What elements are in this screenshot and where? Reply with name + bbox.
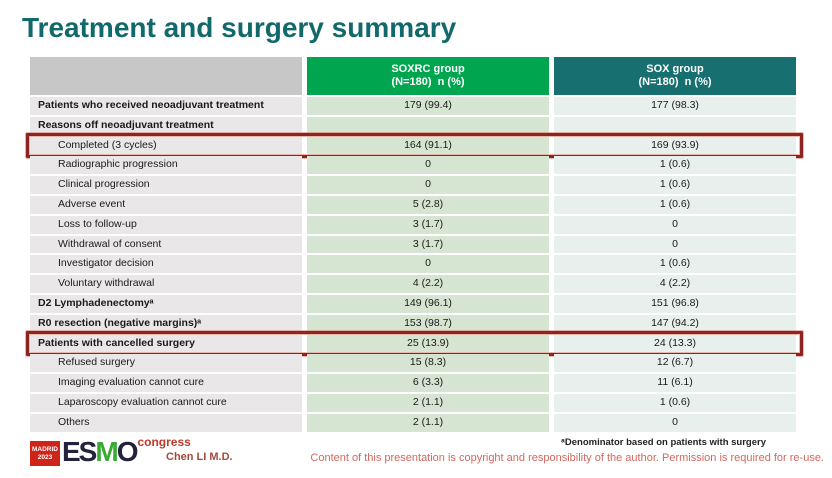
table-footnote: ᵃDenominator based on patients with surg…: [561, 437, 766, 448]
table-row: Adverse event 5 (2.8) 1 (0.6): [30, 195, 796, 214]
cell-soxrc: 153 (98.7): [307, 314, 549, 333]
table-row: Loss to follow-up 3 (1.7) 0: [30, 215, 796, 234]
row-label: Completed (3 cycles): [30, 136, 302, 155]
cell-sox: 151 (96.8): [554, 294, 796, 313]
cell-sox: 1 (0.6): [554, 255, 796, 274]
table-row: Completed (3 cycles) 164 (91.1) 169 (93.…: [26, 132, 803, 159]
sox-group-sublabel: (N=180) n (%): [638, 76, 712, 88]
sox-group-label: SOX group: [646, 63, 704, 75]
table-row: Voluntary withdrawal 4 (2.2) 4 (2.2): [30, 275, 796, 293]
page-title: Treatment and surgery summary: [22, 12, 457, 43]
esmo-letters-es: ES: [62, 436, 97, 467]
author-name: Chen LI M.D.: [166, 451, 233, 463]
row-label: Loss to follow-up: [30, 215, 302, 234]
congress-label: congress: [137, 435, 191, 449]
row-label: Others: [30, 413, 302, 432]
row-label: Patients who received neoadjuvant treatm…: [30, 97, 302, 115]
logo-city: MADRID: [32, 445, 58, 453]
row-label: Imaging evaluation cannot cure: [30, 374, 302, 392]
cell-sox: 0: [554, 215, 796, 234]
cell-soxrc: 4 (2.2): [307, 275, 549, 293]
table-header-row: SOXRC group (N=180) n (%) SOX group (N=1…: [30, 57, 796, 95]
esmo-letter-o: O: [116, 436, 139, 467]
cell-soxrc: 25 (13.9): [307, 334, 549, 353]
cell-sox: 1 (0.6): [554, 195, 796, 214]
table-row: Patients with cancelled surgery 25 (13.9…: [26, 330, 803, 357]
cell-sox: 147 (94.2): [554, 314, 796, 333]
esmo-letter-m: M: [95, 436, 118, 467]
cell-soxrc: 6 (3.3): [307, 374, 549, 392]
cell-sox: [554, 116, 796, 135]
cell-soxrc: 15 (8.3): [307, 354, 549, 373]
cell-soxrc: [307, 116, 549, 135]
copyright-notice: Content of this presentation is copyrigh…: [310, 452, 824, 464]
table-row: Imaging evaluation cannot cure 6 (3.3) 1…: [30, 374, 796, 392]
row-label: Patients with cancelled surgery: [30, 334, 302, 353]
cell-soxrc: 164 (91.1): [307, 136, 549, 155]
table-row: R0 resection (negative margins)ᵃ 153 (98…: [30, 314, 796, 333]
cell-sox: 11 (6.1): [554, 374, 796, 392]
cell-sox: 4 (2.2): [554, 275, 796, 293]
table-body: Patients who received neoadjuvant treatm…: [26, 97, 803, 432]
cell-soxrc: 5 (2.8): [307, 195, 549, 214]
row-label: Clinical progression: [30, 176, 302, 194]
table-row: Others 2 (1.1) 0: [30, 413, 796, 432]
cell-soxrc: 0: [307, 156, 549, 175]
row-label: Voluntary withdrawal: [30, 275, 302, 293]
row-label: Radiographic progression: [30, 156, 302, 175]
cell-soxrc: 149 (96.1): [307, 294, 549, 313]
table-row: Withdrawal of consent 3 (1.7) 0: [30, 235, 796, 254]
cell-sox: 1 (0.6): [554, 393, 796, 412]
cell-sox: 1 (0.6): [554, 156, 796, 175]
row-label: D2 Lymphadenectomyᵃ: [30, 294, 302, 313]
soxrc-group-label: SOXRC group: [391, 63, 465, 75]
esmo-congress-logo: MADRID 2023 ESMO congress: [30, 435, 191, 467]
table-row: Radiographic progression 0 1 (0.6): [30, 156, 796, 175]
table-row: Laparoscopy evaluation cannot cure 2 (1.…: [30, 393, 796, 412]
cell-soxrc: 3 (1.7): [307, 235, 549, 254]
table-row: Clinical progression 0 1 (0.6): [30, 176, 796, 194]
cell-soxrc: 2 (1.1): [307, 413, 549, 432]
madrid-2023-badge: MADRID 2023: [30, 441, 60, 466]
logo-year: 2023: [37, 453, 53, 461]
row-label: Laparoscopy evaluation cannot cure: [30, 393, 302, 412]
row-label: Reasons off neoadjuvant treatment: [30, 116, 302, 135]
cell-sox: 0: [554, 235, 796, 254]
table-row: D2 Lymphadenectomyᵃ 149 (96.1) 151 (96.8…: [30, 294, 796, 313]
summary-table: SOXRC group (N=180) n (%) SOX group (N=1…: [26, 57, 803, 434]
cell-soxrc: 179 (99.4): [307, 97, 549, 115]
cell-sox: 169 (93.9): [554, 136, 796, 155]
cell-soxrc: 0: [307, 255, 549, 274]
cell-soxrc: 3 (1.7): [307, 215, 549, 234]
esmo-wordmark: ESMO: [62, 436, 139, 467]
header-cell-soxrc: SOXRC group (N=180) n (%): [307, 57, 549, 95]
table-row: Refused surgery 15 (8.3) 12 (6.7): [30, 354, 796, 373]
header-cell-sox: SOX group (N=180) n (%): [554, 57, 796, 95]
cell-sox: 1 (0.6): [554, 176, 796, 194]
row-label: Refused surgery: [30, 354, 302, 373]
cell-sox: 0: [554, 413, 796, 432]
table-row: Patients who received neoadjuvant treatm…: [30, 97, 796, 115]
row-label: Adverse event: [30, 195, 302, 214]
row-label: Withdrawal of consent: [30, 235, 302, 254]
table-row: Reasons off neoadjuvant treatment: [30, 116, 796, 135]
cell-sox: 24 (13.3): [554, 334, 796, 353]
cell-soxrc: 2 (1.1): [307, 393, 549, 412]
row-label: Investigator decision: [30, 255, 302, 274]
cell-sox: 177 (98.3): [554, 97, 796, 115]
soxrc-group-sublabel: (N=180) n (%): [391, 76, 465, 88]
header-cell-empty: [30, 57, 302, 95]
row-label: R0 resection (negative margins)ᵃ: [30, 314, 302, 333]
cell-soxrc: 0: [307, 176, 549, 194]
cell-sox: 12 (6.7): [554, 354, 796, 373]
table-row: Investigator decision 0 1 (0.6): [30, 255, 796, 274]
